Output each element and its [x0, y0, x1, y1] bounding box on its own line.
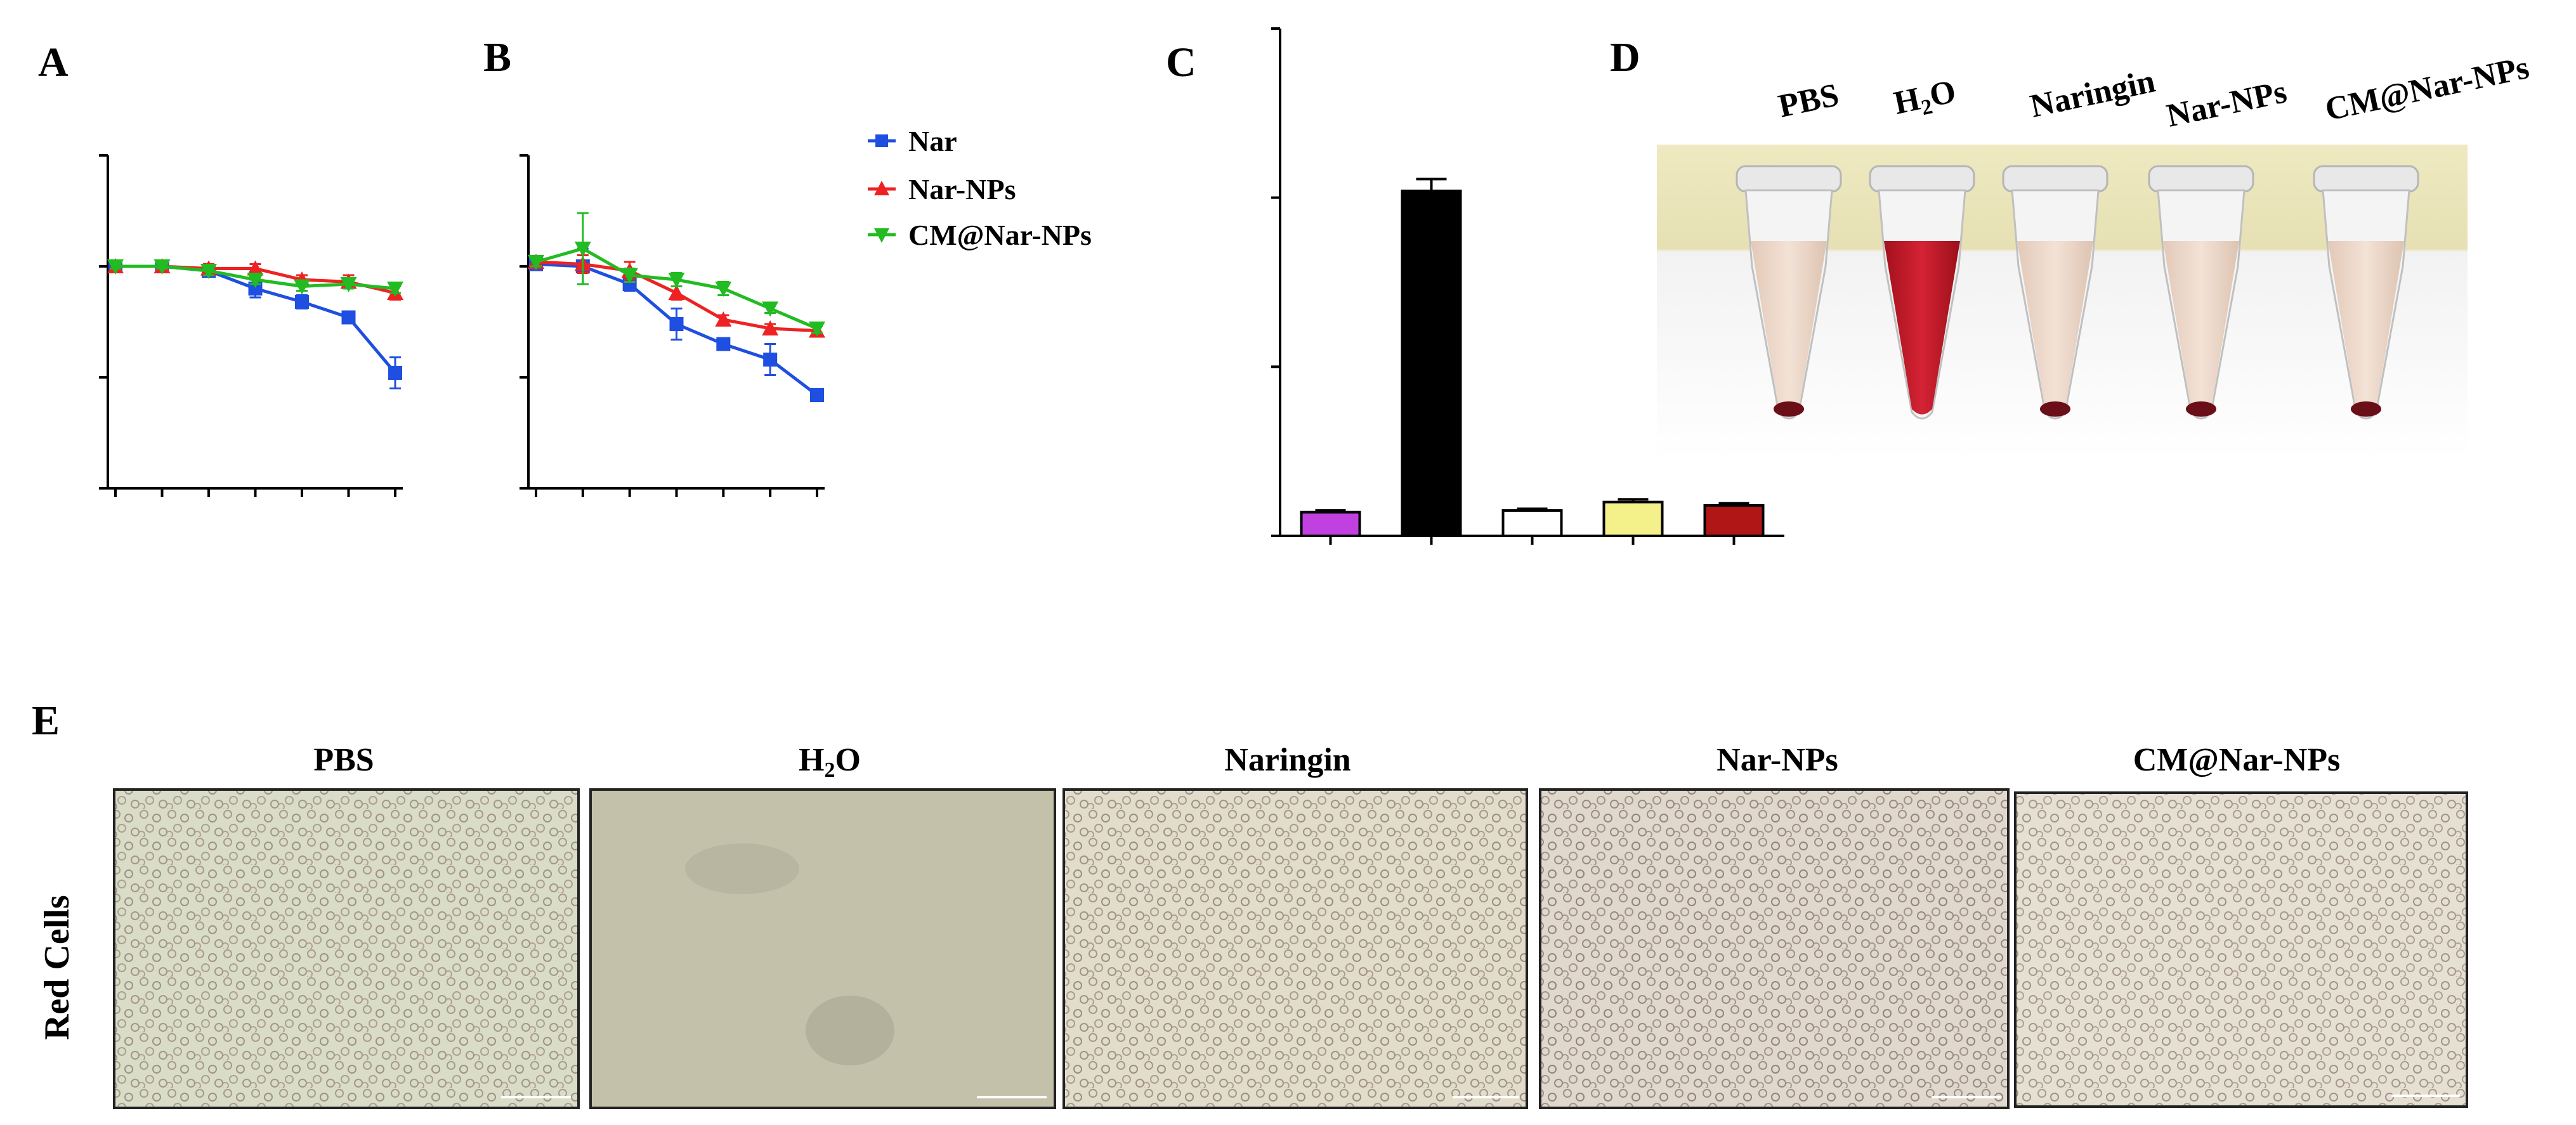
legend-label-cm-nar-nps: CM@Nar-NPs	[908, 219, 1092, 251]
data-point-nar	[716, 337, 731, 351]
data-point-cm-nar-nps	[107, 259, 124, 275]
data-point-cm-nar-nps	[621, 268, 638, 283]
micrograph-title-pbs: PBS	[313, 742, 374, 778]
data-point-cm-nar-nps	[809, 322, 825, 337]
micrograph-cm-nar-nps	[2014, 791, 2468, 1108]
panel-label-b: B	[483, 34, 511, 81]
legend-label-nar-nps: Nar-NPs	[908, 173, 1016, 205]
micrograph-titles: PBS H2O Naringin Nar-NPs CM@Nar-NPs	[313, 742, 2340, 782]
data-point-nar-nps	[247, 260, 264, 276]
tube-naringin	[2002, 165, 2109, 420]
tube-label-h2o: H2O	[1891, 74, 1960, 126]
data-point-nar	[763, 353, 778, 367]
bar-nar-nps	[1602, 500, 1664, 538]
micrograph-title-h2o-sub: 2	[825, 758, 835, 782]
legend-item-cm-nar-nps: CM@Nar-NPs	[868, 219, 1092, 251]
tube-cap	[2148, 165, 2254, 193]
data-point-cm-nar-nps	[528, 255, 544, 270]
tube-liquid	[2017, 241, 2093, 415]
data-point-cm-nar-nps	[154, 259, 171, 275]
data-point-cm-nar-nps	[715, 282, 732, 297]
panel-label-e: E	[32, 698, 60, 744]
tube-h2o	[1869, 165, 1975, 420]
legend-item-nar-nps: Nar-NPs	[868, 173, 1016, 205]
chart-b-raw264	[520, 154, 825, 497]
tube-cap	[1736, 165, 1842, 193]
legend-marker-nar-nps	[874, 181, 889, 195]
micrograph-h2o	[589, 788, 1056, 1109]
micrograph-title-h2o-main: H	[799, 742, 824, 778]
series-cm-nar-nps	[107, 259, 403, 297]
bar-h2o	[1401, 190, 1462, 537]
tube-liquid	[2328, 241, 2404, 415]
micrograph-title-cm-nar-nps: CM@Nar-NPs	[2133, 742, 2341, 778]
tube-pellet	[1774, 401, 1804, 417]
tube-pbs	[1736, 165, 1842, 420]
tubes	[1736, 165, 2419, 420]
data-point-cm-nar-nps	[340, 277, 357, 292]
tube-cap	[2313, 165, 2419, 193]
tube-liquid	[1751, 241, 1827, 415]
tube-nar-nps	[2148, 165, 2254, 420]
tube-pellet	[2186, 401, 2216, 417]
data-point-cm-nar-nps	[762, 301, 779, 317]
tube-photo	[1657, 145, 2468, 460]
chart-a-huvec	[99, 154, 403, 497]
data-point-nar	[388, 366, 402, 380]
tube-cm-nar-nps	[2313, 165, 2419, 420]
legend-label-nar: Nar	[908, 125, 957, 157]
tube-pellet	[2351, 401, 2381, 417]
micrograph-nar-nps	[1539, 788, 2010, 1109]
data-point-cm-nar-nps	[200, 264, 217, 279]
panel-label-d: D	[1610, 34, 1640, 81]
data-point-nar	[295, 295, 309, 309]
micrograph-title-h2o: H2O	[799, 742, 861, 782]
micrographs	[113, 788, 2468, 1109]
bar-pbs	[1300, 510, 1361, 538]
tube-cap	[1869, 165, 1975, 193]
micrograph-naringin	[1062, 788, 1528, 1109]
legend-item-nar: Nar	[868, 125, 957, 157]
data-point-nar-nps	[668, 285, 685, 300]
row-label-red-cells: Red Cells	[37, 895, 77, 1040]
legend-marker-nar	[875, 134, 888, 147]
tube-labels: PBS H2O Naringin Nar-NPs CM@Nar-NPs	[1775, 49, 2532, 134]
series-nar	[529, 247, 824, 402]
series-cm-nar-nps	[528, 212, 825, 337]
tube-label-nar-nps: Nar-NPs	[2164, 74, 2290, 134]
micrograph-pbs	[113, 788, 580, 1109]
tube-label-naringin: Naringin	[2027, 63, 2159, 125]
legend-marker-cm-nar-nps	[874, 228, 889, 243]
data-point-cm-nar-nps	[247, 273, 264, 288]
bar-cm-nar-nps	[1703, 504, 1765, 537]
panel-label-c: C	[1166, 39, 1196, 86]
bar-naringin	[1501, 509, 1563, 537]
micrograph-title-h2o-tail: O	[835, 742, 861, 778]
micrograph-title-naringin: Naringin	[1224, 742, 1350, 778]
data-point-nar	[810, 388, 824, 402]
tube-cap	[2002, 165, 2109, 193]
data-point-cm-nar-nps	[574, 242, 591, 257]
chart-c-hemolysis	[1271, 27, 1784, 545]
data-point-nar	[341, 310, 356, 325]
legend: Nar Nar-NPs CM@Nar-NPs	[868, 125, 1092, 251]
tube-pellet	[2040, 401, 2070, 417]
panel-label-a: A	[38, 39, 69, 86]
data-point-nar	[669, 317, 684, 331]
data-point-nar-nps	[715, 311, 732, 327]
micrograph-title-nar-nps: Nar-NPs	[1716, 742, 1838, 778]
tube-liquid	[2163, 241, 2239, 415]
tube-liquid	[1884, 241, 1960, 415]
data-point-cm-nar-nps	[387, 282, 403, 297]
data-point-cm-nar-nps	[294, 279, 310, 295]
data-point-nar-nps	[762, 320, 779, 335]
data-point-cm-nar-nps	[668, 273, 685, 288]
tube-label-cm-nar-nps: CM@Nar-NPs	[2322, 49, 2532, 128]
tube-label-pbs: PBS	[1775, 77, 1842, 125]
tube-label-h2o-main: H	[1891, 81, 1923, 122]
